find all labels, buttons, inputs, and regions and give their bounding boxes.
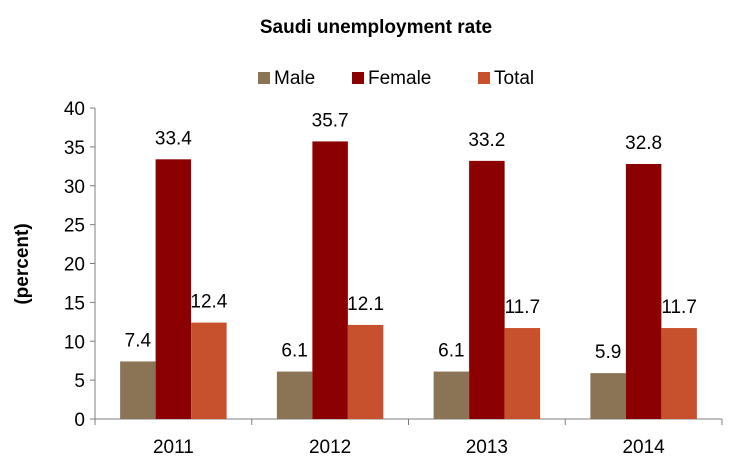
bar-total-2013 [504, 328, 541, 419]
legend-label-male: Male [274, 68, 315, 89]
data-label-total-2014: 11.7 [661, 297, 697, 318]
y-tick-label: 35 [64, 138, 85, 159]
bars [120, 141, 697, 419]
chart-title: Saudi unemployment rate [260, 17, 492, 38]
bar-total-2011 [191, 322, 227, 419]
legend-label-female: Female [368, 68, 431, 89]
data-label-total-2013: 11.7 [505, 297, 541, 318]
data-label-total-2011: 12.4 [190, 292, 227, 313]
bar-male-2013 [433, 371, 470, 419]
y-axis: 0 5 10 15 20 25 30 35 40 [64, 99, 96, 431]
bar-male-2012 [276, 371, 313, 419]
data-labels: 7.4 33.4 12.4 6.1 35.7 12.1 6.1 33.2 11.7 5.9 32.8… [125, 110, 697, 363]
y-tick-label: 10 [64, 332, 85, 353]
data-label-female-2012: 35.7 [312, 110, 349, 131]
y-tick-label: 30 [64, 177, 85, 198]
bar-female-2014 [625, 163, 662, 419]
y-axis-title: (percent) [12, 223, 33, 304]
bar-female-2011 [155, 159, 192, 419]
data-label-female-2013: 33.2 [468, 130, 505, 151]
bar-male-2014 [590, 373, 626, 419]
data-label-male-2012: 6.1 [281, 341, 307, 362]
data-label-male-2014: 5.9 [595, 342, 621, 363]
data-label-male-2013: 6.1 [438, 341, 464, 362]
legend: Male Female Total [258, 68, 534, 89]
x-tick-label: 2011 [153, 437, 194, 458]
data-label-total-2012: 12.1 [347, 294, 384, 315]
bar-total-2012 [347, 324, 384, 419]
legend-swatch-total [478, 72, 490, 84]
x-tick-label: 2012 [309, 437, 351, 458]
legend-label-total: Total [494, 68, 534, 89]
y-tick-label: 5 [74, 371, 85, 392]
legend-swatch-male [258, 72, 270, 84]
y-tick-label: 0 [74, 410, 85, 431]
bar-male-2011 [120, 361, 156, 419]
y-tick-label: 40 [64, 99, 85, 120]
bar-total-2014 [661, 328, 697, 419]
data-label-male-2011: 7.4 [125, 330, 152, 351]
y-tick-label: 15 [64, 293, 85, 314]
legend-swatch-female [352, 72, 364, 84]
x-tick-label: 2014 [622, 437, 665, 458]
data-label-female-2014: 32.8 [625, 133, 662, 154]
x-tick-label: 2013 [466, 437, 508, 458]
y-tick-label: 20 [64, 255, 85, 276]
bar-female-2012 [312, 141, 348, 419]
y-tick-label: 25 [64, 216, 85, 237]
x-axis: 2011 2012 2013 2014 [94, 418, 723, 458]
data-label-female-2011: 33.4 [155, 128, 192, 149]
bar-female-2013 [469, 160, 505, 419]
